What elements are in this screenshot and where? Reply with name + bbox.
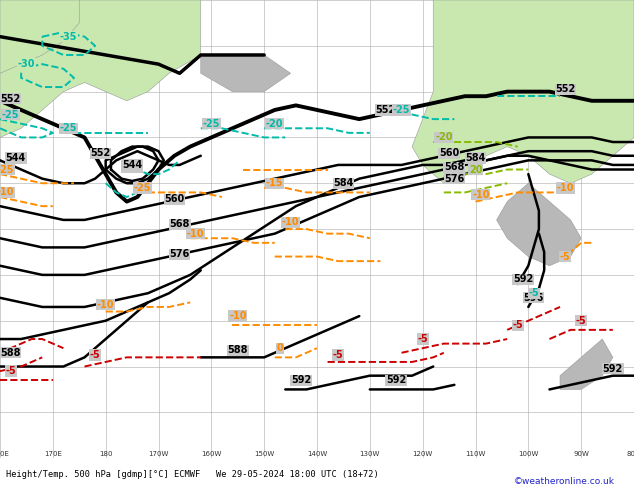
Text: -10: -10 <box>472 190 489 200</box>
Polygon shape <box>560 339 613 390</box>
Text: 140W: 140W <box>307 451 327 457</box>
Text: -10: -10 <box>282 217 299 227</box>
Text: 100W: 100W <box>518 451 538 457</box>
Polygon shape <box>496 183 581 266</box>
Text: -10: -10 <box>557 183 574 193</box>
Polygon shape <box>0 0 79 74</box>
Text: 568: 568 <box>169 220 190 229</box>
Text: 20: 20 <box>469 165 482 174</box>
Text: -5: -5 <box>5 366 16 376</box>
Text: 584: 584 <box>333 178 354 188</box>
Text: 596: 596 <box>524 293 544 303</box>
Text: 150W: 150W <box>254 451 275 457</box>
Text: -5: -5 <box>90 350 100 360</box>
Text: -10: -10 <box>187 229 204 239</box>
Text: 130W: 130W <box>359 451 380 457</box>
Text: -25: -25 <box>60 123 77 133</box>
Text: -20: -20 <box>435 132 453 143</box>
Text: -30: -30 <box>18 59 35 69</box>
Text: 592: 592 <box>513 274 533 285</box>
Text: -5: -5 <box>576 316 586 326</box>
Text: 560: 560 <box>439 148 459 158</box>
Text: 170E: 170E <box>44 451 61 457</box>
Text: 592: 592 <box>386 375 406 385</box>
Text: 592: 592 <box>291 375 311 385</box>
Text: -5: -5 <box>560 251 571 262</box>
Text: -25: -25 <box>393 105 410 115</box>
Polygon shape <box>412 0 634 183</box>
Text: 576: 576 <box>444 173 465 184</box>
Text: 180E: 180E <box>0 451 9 457</box>
Text: -25: -25 <box>134 183 152 193</box>
Text: 576: 576 <box>169 249 190 259</box>
Text: -5: -5 <box>512 320 523 330</box>
Text: -10: -10 <box>97 300 114 310</box>
Text: -10: -10 <box>0 187 14 197</box>
Text: 552: 552 <box>555 84 576 95</box>
Text: 588: 588 <box>0 348 21 358</box>
Text: -35: -35 <box>60 32 77 42</box>
Text: 544: 544 <box>122 160 142 170</box>
Text: 560: 560 <box>164 195 184 204</box>
Text: 584: 584 <box>465 153 486 163</box>
Text: 90W: 90W <box>573 451 589 457</box>
Text: 544: 544 <box>6 153 26 163</box>
Text: 592: 592 <box>603 364 623 374</box>
Text: -20: -20 <box>266 119 283 129</box>
Text: 552: 552 <box>1 94 21 103</box>
Text: -5: -5 <box>528 288 539 298</box>
Text: 588: 588 <box>228 345 248 355</box>
Text: 0: 0 <box>276 343 283 353</box>
Text: 80W: 80W <box>626 451 634 457</box>
Text: -25: -25 <box>203 119 220 129</box>
Text: 536: 536 <box>122 162 142 172</box>
Text: 170W: 170W <box>148 451 169 457</box>
Text: -5: -5 <box>333 350 344 360</box>
Text: 552: 552 <box>375 105 396 115</box>
Text: 552: 552 <box>90 148 110 158</box>
Text: 160W: 160W <box>201 451 221 457</box>
Polygon shape <box>0 0 201 138</box>
Text: 180: 180 <box>99 451 112 457</box>
Text: ©weatheronline.co.uk: ©weatheronline.co.uk <box>514 477 615 486</box>
Text: -15: -15 <box>266 178 283 188</box>
Text: -25: -25 <box>0 165 14 174</box>
Text: -10: -10 <box>229 311 247 321</box>
Polygon shape <box>201 55 290 92</box>
Text: -5: -5 <box>417 334 428 344</box>
Text: -25: -25 <box>2 110 19 120</box>
Text: 568: 568 <box>444 162 465 172</box>
Text: 120W: 120W <box>413 451 433 457</box>
Text: Height/Temp. 500 hPa [gdmp][°C] ECMWF   We 29-05-2024 18:00 UTC (18+72): Height/Temp. 500 hPa [gdmp][°C] ECMWF We… <box>6 469 379 479</box>
Text: 110W: 110W <box>465 451 486 457</box>
